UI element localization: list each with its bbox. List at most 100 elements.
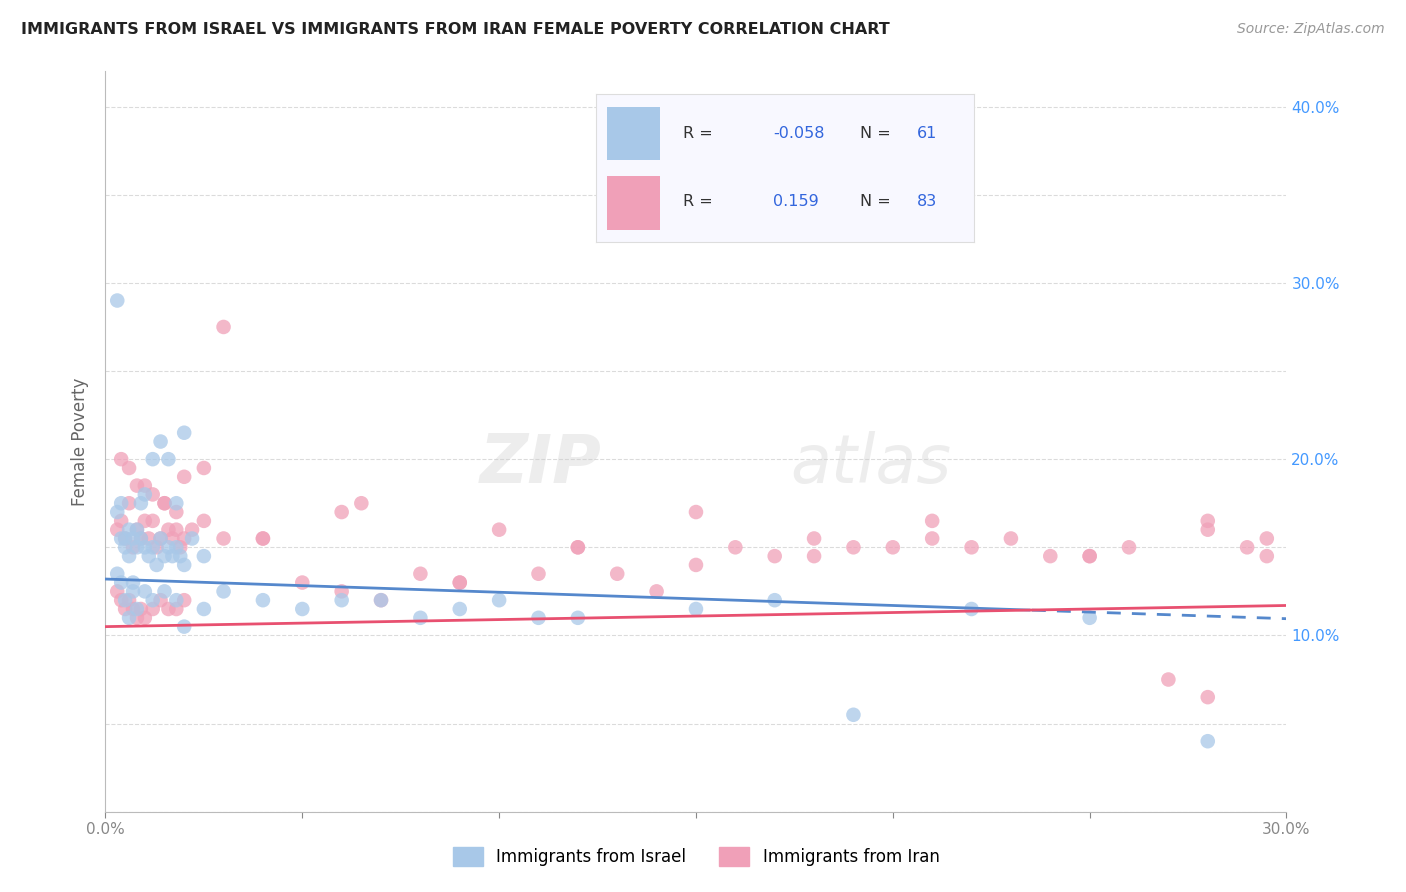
Immigrants from Iran xyxy=(193,461,215,475)
Immigrants from Iran xyxy=(162,532,184,546)
Text: ZIP: ZIP xyxy=(479,431,602,497)
Immigrants from Israel xyxy=(173,425,195,440)
Immigrants from Iran xyxy=(803,532,825,546)
Immigrants from Israel xyxy=(134,541,156,555)
Immigrants from Israel xyxy=(165,496,187,510)
Immigrants from Iran xyxy=(567,541,589,555)
Immigrants from Iran xyxy=(110,514,132,528)
Immigrants from Iran xyxy=(105,584,128,599)
Immigrants from Iran xyxy=(212,532,235,546)
Immigrants from Israel xyxy=(685,602,707,616)
Immigrants from Israel xyxy=(142,452,165,467)
Immigrants from Iran xyxy=(165,505,187,519)
Immigrants from Israel xyxy=(212,584,235,599)
Immigrants from Iran xyxy=(606,566,628,581)
Immigrants from Israel xyxy=(960,602,983,616)
Immigrants from Iran xyxy=(763,549,786,563)
Immigrants from Israel xyxy=(110,496,132,510)
Immigrants from Iran xyxy=(449,575,471,590)
Immigrants from Iran xyxy=(134,514,156,528)
Immigrants from Iran xyxy=(125,478,148,492)
Immigrants from Iran xyxy=(882,541,904,555)
Immigrants from Iran xyxy=(129,602,152,616)
Immigrants from Israel xyxy=(105,293,128,308)
Immigrants from Iran xyxy=(1197,690,1219,705)
Immigrants from Iran xyxy=(125,523,148,537)
Immigrants from Iran xyxy=(181,523,204,537)
Immigrants from Iran xyxy=(114,532,136,546)
Immigrants from Iran xyxy=(110,452,132,467)
Immigrants from Israel xyxy=(153,584,176,599)
Immigrants from Israel xyxy=(114,541,136,555)
Immigrants from Israel xyxy=(330,593,353,607)
Immigrants from Israel xyxy=(125,523,148,537)
Immigrants from Israel xyxy=(370,593,392,607)
Immigrants from Iran xyxy=(165,523,187,537)
Immigrants from Israel xyxy=(181,532,204,546)
Immigrants from Iran xyxy=(252,532,274,546)
Immigrants from Iran xyxy=(803,549,825,563)
Immigrants from Iran xyxy=(149,593,172,607)
Immigrants from Israel xyxy=(129,496,152,510)
Immigrants from Israel xyxy=(842,707,865,722)
Immigrants from Iran xyxy=(449,575,471,590)
Immigrants from Israel xyxy=(567,611,589,625)
Text: IMMIGRANTS FROM ISRAEL VS IMMIGRANTS FROM IRAN FEMALE POVERTY CORRELATION CHART: IMMIGRANTS FROM ISRAEL VS IMMIGRANTS FRO… xyxy=(21,22,890,37)
Immigrants from Iran xyxy=(1197,523,1219,537)
Immigrants from Israel xyxy=(193,602,215,616)
Immigrants from Israel xyxy=(142,593,165,607)
Immigrants from Iran xyxy=(1256,549,1278,563)
Immigrants from Iran xyxy=(1118,541,1140,555)
Immigrants from Iran xyxy=(157,602,180,616)
Immigrants from Iran xyxy=(1157,673,1180,687)
Immigrants from Israel xyxy=(763,593,786,607)
Immigrants from Israel xyxy=(138,549,160,563)
Immigrants from Israel xyxy=(165,593,187,607)
Immigrants from Israel xyxy=(122,584,145,599)
Immigrants from Iran xyxy=(142,602,165,616)
Immigrants from Israel xyxy=(1078,611,1101,625)
Immigrants from Iran xyxy=(153,496,176,510)
Immigrants from Iran xyxy=(142,514,165,528)
Immigrants from Israel xyxy=(142,541,165,555)
Immigrants from Israel xyxy=(114,532,136,546)
Immigrants from Israel xyxy=(153,549,176,563)
Text: Source: ZipAtlas.com: Source: ZipAtlas.com xyxy=(1237,22,1385,37)
Immigrants from Iran xyxy=(685,558,707,572)
Immigrants from Israel xyxy=(173,619,195,633)
Immigrants from Iran xyxy=(118,461,141,475)
Immigrants from Iran xyxy=(125,611,148,625)
Immigrants from Iran xyxy=(122,602,145,616)
Immigrants from Israel xyxy=(169,549,191,563)
Legend: Immigrants from Israel, Immigrants from Iran: Immigrants from Israel, Immigrants from … xyxy=(453,847,939,866)
Immigrants from Iran xyxy=(350,496,373,510)
Immigrants from Iran xyxy=(921,532,943,546)
Immigrants from Israel xyxy=(165,541,187,555)
Immigrants from Israel xyxy=(122,575,145,590)
Immigrants from Israel xyxy=(145,558,167,572)
Immigrants from Iran xyxy=(134,478,156,492)
Immigrants from Iran xyxy=(645,584,668,599)
Immigrants from Iran xyxy=(960,541,983,555)
Immigrants from Iran xyxy=(252,532,274,546)
Immigrants from Israel xyxy=(129,532,152,546)
Text: atlas: atlas xyxy=(790,431,952,497)
Immigrants from Iran xyxy=(1078,549,1101,563)
Immigrants from Israel xyxy=(162,549,184,563)
Immigrants from Israel xyxy=(114,593,136,607)
Immigrants from Iran xyxy=(291,575,314,590)
Immigrants from Israel xyxy=(110,532,132,546)
Immigrants from Israel xyxy=(157,541,180,555)
Immigrants from Israel xyxy=(173,558,195,572)
Immigrants from Iran xyxy=(114,602,136,616)
Immigrants from Iran xyxy=(527,566,550,581)
Immigrants from Iran xyxy=(1000,532,1022,546)
Immigrants from Israel xyxy=(527,611,550,625)
Immigrants from Israel xyxy=(118,549,141,563)
Immigrants from Iran xyxy=(193,514,215,528)
Immigrants from Iran xyxy=(724,541,747,555)
Immigrants from Iran xyxy=(118,496,141,510)
Immigrants from Iran xyxy=(122,541,145,555)
Immigrants from Iran xyxy=(1039,549,1062,563)
Immigrants from Iran xyxy=(134,611,156,625)
